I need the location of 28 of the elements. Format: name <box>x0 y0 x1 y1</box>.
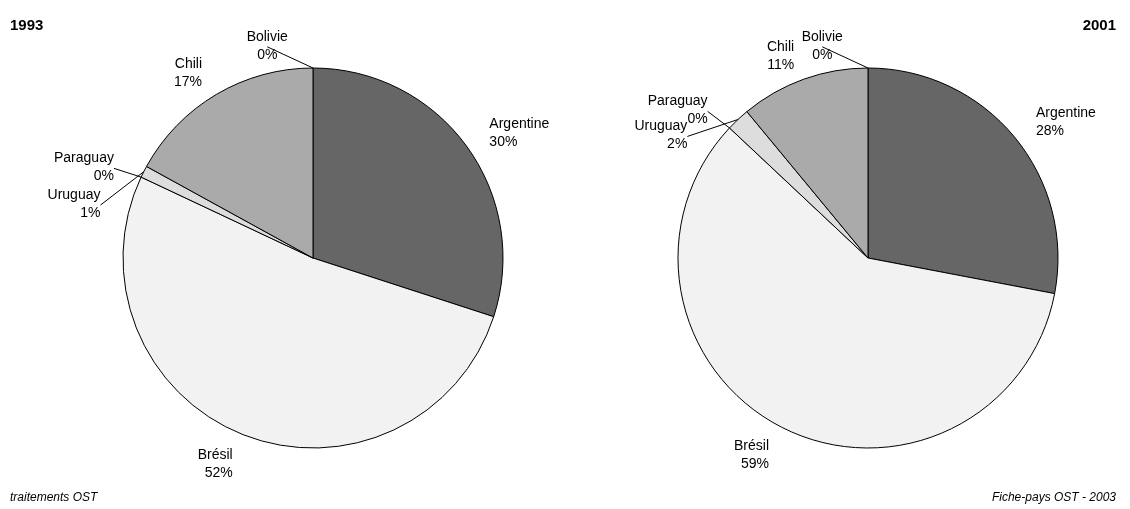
slice-label: Chili <box>174 55 203 72</box>
slice-label: Uruguay <box>47 186 101 203</box>
slice-label: Argentine <box>1035 104 1097 121</box>
category-label: Paraguay <box>54 149 114 166</box>
data-label: 1% <box>80 204 101 221</box>
category-label: Paraguay <box>647 92 708 109</box>
chart-title: 2001 <box>1082 16 1116 33</box>
category-label: Bolivie <box>801 27 843 44</box>
chart-title: 1993 <box>10 16 44 33</box>
text: Fiche-pays OST - 2003 <box>991 490 1116 504</box>
data-label: 59% <box>741 455 770 472</box>
slice-label: Brésil <box>197 445 233 462</box>
data-label: 2% <box>667 135 688 152</box>
text: 0% <box>687 110 708 127</box>
slice-label: Brésil <box>734 437 770 454</box>
data-label: 11% <box>767 55 795 72</box>
slice-label: Chili <box>766 37 795 54</box>
data-label: 52% <box>204 463 233 480</box>
data-label: 28% <box>1035 122 1064 139</box>
data-label: 30% <box>489 132 518 149</box>
slice-label: Argentine <box>489 114 550 131</box>
text: 0% <box>257 45 278 62</box>
data-label: 17% <box>174 73 203 90</box>
legend-label: Uruguay <box>634 117 688 134</box>
category-label: Bolivie <box>246 27 288 44</box>
text: 0% <box>812 45 833 62</box>
text: traitements OST <box>10 490 98 504</box>
text: 0% <box>93 167 114 184</box>
